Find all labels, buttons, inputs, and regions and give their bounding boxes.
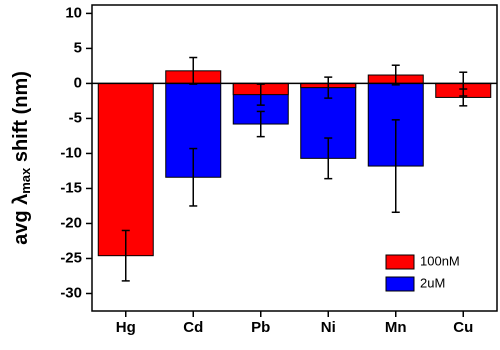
error-bar xyxy=(256,110,265,138)
error-bar xyxy=(391,119,400,214)
x-tick-label: Cd xyxy=(183,319,203,336)
y-label-sub: max xyxy=(18,167,33,194)
x-tick-label: Cu xyxy=(453,319,473,336)
x-tick-label: Ni xyxy=(321,319,336,336)
y-tick-label: -10 xyxy=(60,144,82,161)
y-tick-label: -5 xyxy=(69,109,82,126)
legend-swatch xyxy=(385,276,415,292)
y-label-text: avg λ xyxy=(10,194,32,245)
y-axis-label: avg λmax shift (nm) xyxy=(10,71,33,245)
x-tick-label: Pb xyxy=(251,319,270,336)
y-tick-label: -30 xyxy=(60,284,82,301)
legend-swatch xyxy=(385,254,415,270)
y-tick-label: -15 xyxy=(60,179,82,196)
y-tick-label: 10 xyxy=(65,4,82,21)
error-bar xyxy=(324,137,333,180)
error-bar xyxy=(324,76,333,99)
x-tick-label: Mn xyxy=(385,319,407,336)
error-bar xyxy=(256,83,265,106)
legend-label: 100nM xyxy=(420,253,460,268)
plot-frame xyxy=(91,4,498,312)
error-bar xyxy=(189,56,198,85)
y-tick-label: -25 xyxy=(60,249,82,266)
y-label-suffix: shift (nm) xyxy=(10,71,32,168)
y-tick-label: 5 xyxy=(74,39,82,56)
error-bar xyxy=(189,147,198,207)
legend-label: 2uM xyxy=(420,275,445,290)
y-tick-label: 0 xyxy=(74,74,82,91)
error-bar xyxy=(121,229,130,282)
error-bar xyxy=(391,64,400,86)
x-tick-label: Hg xyxy=(116,319,136,336)
error-bar xyxy=(459,88,468,107)
y-tick-label: -20 xyxy=(60,214,82,231)
